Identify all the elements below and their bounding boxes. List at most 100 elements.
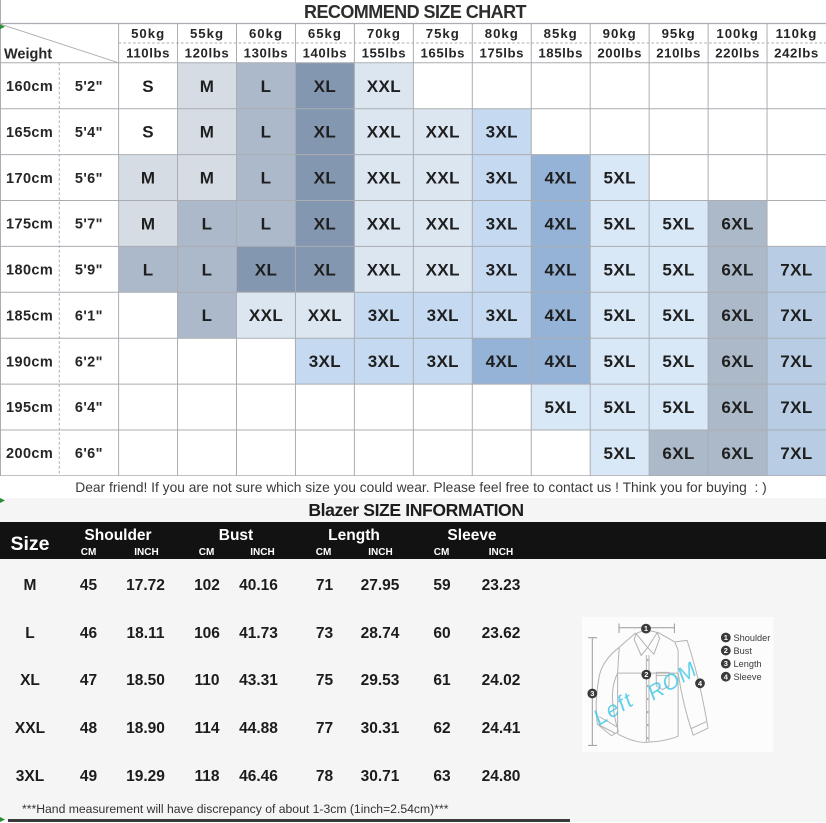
svg-text:3XL: 3XL bbox=[427, 306, 459, 325]
svg-text:XXL: XXL bbox=[249, 306, 283, 325]
svg-text:80kg: 80kg bbox=[485, 26, 519, 41]
svg-text:Bust: Bust bbox=[734, 646, 753, 656]
svg-text:XXL: XXL bbox=[367, 260, 401, 279]
svg-text:110lbs: 110lbs bbox=[126, 46, 170, 61]
svg-text:6XL: 6XL bbox=[721, 306, 753, 325]
svg-text:65kg: 65kg bbox=[308, 26, 342, 41]
svg-text:5XL: 5XL bbox=[662, 306, 694, 325]
svg-text:Length: Length bbox=[734, 659, 762, 669]
svg-text:6'4": 6'4" bbox=[75, 400, 103, 416]
svg-text:4XL: 4XL bbox=[486, 352, 518, 371]
svg-text:XL: XL bbox=[314, 77, 337, 96]
svg-text:4: 4 bbox=[698, 679, 703, 688]
svg-text:Weight: Weight bbox=[4, 47, 52, 63]
svg-text:70kg: 70kg bbox=[367, 26, 401, 41]
svg-text:7XL: 7XL bbox=[780, 306, 812, 325]
svg-text:6XL: 6XL bbox=[721, 214, 753, 233]
svg-text:175lbs: 175lbs bbox=[479, 46, 524, 61]
svg-text:XXL: XXL bbox=[426, 260, 460, 279]
svg-text:XL: XL bbox=[255, 260, 278, 279]
svg-text:M: M bbox=[141, 169, 156, 188]
svg-text:200lbs: 200lbs bbox=[597, 46, 642, 61]
svg-text:5'7": 5'7" bbox=[75, 217, 103, 233]
svg-text:XXL: XXL bbox=[367, 123, 401, 142]
svg-text:180cm: 180cm bbox=[6, 263, 53, 279]
svg-text:185lbs: 185lbs bbox=[538, 46, 583, 61]
svg-text:4XL: 4XL bbox=[545, 214, 577, 233]
svg-text:M: M bbox=[200, 123, 215, 142]
svg-text:95kg: 95kg bbox=[662, 26, 696, 41]
svg-text:3XL: 3XL bbox=[427, 352, 459, 371]
svg-text:5'4": 5'4" bbox=[75, 125, 103, 141]
svg-text:5XL: 5XL bbox=[662, 398, 694, 417]
svg-text:XL: XL bbox=[314, 169, 337, 188]
svg-text:220lbs: 220lbs bbox=[715, 46, 760, 61]
svg-text:7XL: 7XL bbox=[780, 398, 812, 417]
svg-text:170cm: 170cm bbox=[6, 171, 53, 187]
svg-text:55kg: 55kg bbox=[190, 26, 224, 41]
svg-text:3XL: 3XL bbox=[486, 169, 518, 188]
svg-text:110kg: 110kg bbox=[776, 26, 818, 41]
svg-text:5XL: 5XL bbox=[662, 260, 694, 279]
svg-text:Shoulder: Shoulder bbox=[734, 633, 771, 643]
svg-text:160cm: 160cm bbox=[6, 79, 53, 95]
svg-text:XXL: XXL bbox=[426, 123, 460, 142]
svg-text:3: 3 bbox=[724, 659, 728, 668]
svg-text:1: 1 bbox=[644, 624, 648, 633]
svg-text:210lbs: 210lbs bbox=[656, 46, 701, 61]
svg-text:5XL: 5XL bbox=[545, 398, 577, 417]
svg-text:165lbs: 165lbs bbox=[420, 46, 465, 61]
svg-text:3: 3 bbox=[590, 689, 594, 698]
svg-text:4XL: 4XL bbox=[545, 352, 577, 371]
svg-text:2: 2 bbox=[644, 670, 648, 679]
svg-text:242lbs: 242lbs bbox=[774, 46, 819, 61]
svg-text:3XL: 3XL bbox=[368, 306, 400, 325]
svg-text:4XL: 4XL bbox=[545, 169, 577, 188]
svg-text:3XL: 3XL bbox=[368, 352, 400, 371]
svg-text:L: L bbox=[143, 260, 154, 279]
svg-text:140lbs: 140lbs bbox=[303, 46, 348, 61]
svg-text:XXL: XXL bbox=[367, 77, 401, 96]
svg-text:4: 4 bbox=[724, 672, 729, 681]
svg-text:3XL: 3XL bbox=[486, 214, 518, 233]
svg-text:XL: XL bbox=[314, 214, 337, 233]
svg-text:85kg: 85kg bbox=[544, 26, 578, 41]
svg-text:120lbs: 120lbs bbox=[185, 46, 230, 61]
svg-text:90kg: 90kg bbox=[603, 26, 637, 41]
svg-text:5XL: 5XL bbox=[662, 214, 694, 233]
svg-text:7XL: 7XL bbox=[780, 444, 812, 463]
svg-text:5'2": 5'2" bbox=[75, 79, 103, 95]
svg-text:5XL: 5XL bbox=[604, 260, 636, 279]
svg-text:3XL: 3XL bbox=[486, 260, 518, 279]
svg-text:L: L bbox=[261, 214, 272, 233]
svg-text:5XL: 5XL bbox=[604, 306, 636, 325]
svg-text:L: L bbox=[261, 77, 272, 96]
svg-text:XXL: XXL bbox=[367, 169, 401, 188]
svg-text:L: L bbox=[202, 214, 213, 233]
svg-text:5XL: 5XL bbox=[604, 444, 636, 463]
svg-text:3XL: 3XL bbox=[309, 352, 341, 371]
svg-text:6XL: 6XL bbox=[721, 352, 753, 371]
svg-text:L: L bbox=[202, 260, 213, 279]
svg-text:1: 1 bbox=[724, 633, 728, 642]
svg-text:5'6": 5'6" bbox=[75, 171, 103, 187]
svg-text:5XL: 5XL bbox=[604, 214, 636, 233]
svg-text:4XL: 4XL bbox=[545, 260, 577, 279]
svg-text:M: M bbox=[200, 77, 215, 96]
svg-text:6'6": 6'6" bbox=[75, 446, 103, 462]
svg-text:XXL: XXL bbox=[426, 169, 460, 188]
svg-text:XXL: XXL bbox=[308, 306, 342, 325]
svg-text:5'9": 5'9" bbox=[75, 263, 103, 279]
svg-text:L: L bbox=[261, 169, 272, 188]
svg-text:5XL: 5XL bbox=[604, 169, 636, 188]
svg-text:6'2": 6'2" bbox=[75, 354, 103, 370]
svg-text:190cm: 190cm bbox=[6, 354, 53, 370]
svg-text:100kg: 100kg bbox=[716, 26, 758, 41]
svg-text:175cm: 175cm bbox=[6, 217, 53, 233]
svg-text:6XL: 6XL bbox=[721, 398, 753, 417]
svg-text:XL: XL bbox=[314, 260, 337, 279]
svg-text:6'1": 6'1" bbox=[75, 308, 103, 324]
svg-text:L: L bbox=[261, 123, 272, 142]
svg-text:7XL: 7XL bbox=[780, 352, 812, 371]
svg-text:XXL: XXL bbox=[426, 214, 460, 233]
